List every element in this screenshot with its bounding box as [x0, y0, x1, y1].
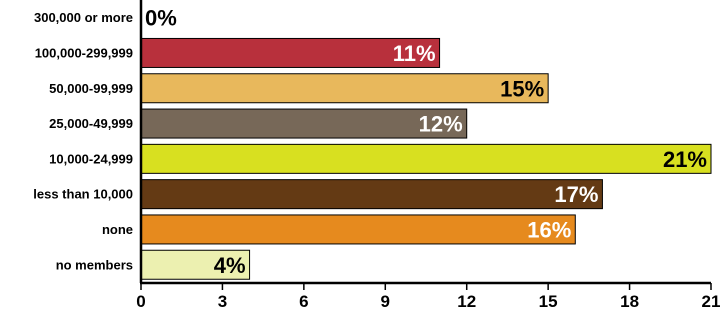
data-label: 4% — [214, 253, 246, 278]
category-label: no members — [56, 257, 133, 272]
x-tick-label: 3 — [218, 292, 227, 311]
category-label: 100,000-299,999 — [35, 45, 133, 60]
category-label: 50,000-99,999 — [49, 81, 133, 96]
x-tick-label: 15 — [539, 292, 558, 311]
bars-layer — [140, 37, 712, 280]
bar — [140, 108, 468, 139]
bar — [140, 143, 712, 174]
category-label: 300,000 or more — [34, 10, 133, 25]
data-label: 21% — [663, 147, 707, 172]
data-label: 12% — [419, 112, 463, 137]
data-label: 11% — [393, 41, 436, 66]
category-label: none — [102, 222, 133, 237]
labels-layer: 300,000 or more 0% 100,000-299,999 11% 50,00… — [33, 6, 720, 311]
x-tick-label: 12 — [457, 292, 476, 311]
bar — [140, 249, 251, 280]
x-tick-label: 0 — [136, 292, 145, 311]
bar — [140, 179, 603, 210]
category-label: 25,000-49,999 — [49, 116, 133, 131]
x-tick-label: 21 — [702, 292, 721, 311]
x-tick-label: 18 — [620, 292, 639, 311]
bar — [140, 214, 576, 245]
axes-layer — [139, 0, 712, 290]
category-label: less than 10,000 — [33, 187, 133, 202]
x-tick-label: 6 — [299, 292, 308, 311]
data-label: 15% — [500, 76, 544, 101]
data-label: 17% — [554, 182, 598, 207]
data-label: 0% — [145, 6, 177, 31]
bar — [140, 73, 549, 104]
data-label: 16% — [527, 217, 571, 242]
x-tick-label: 9 — [381, 292, 390, 311]
bar — [140, 37, 441, 68]
category-label: 10,000-24,999 — [49, 151, 133, 166]
